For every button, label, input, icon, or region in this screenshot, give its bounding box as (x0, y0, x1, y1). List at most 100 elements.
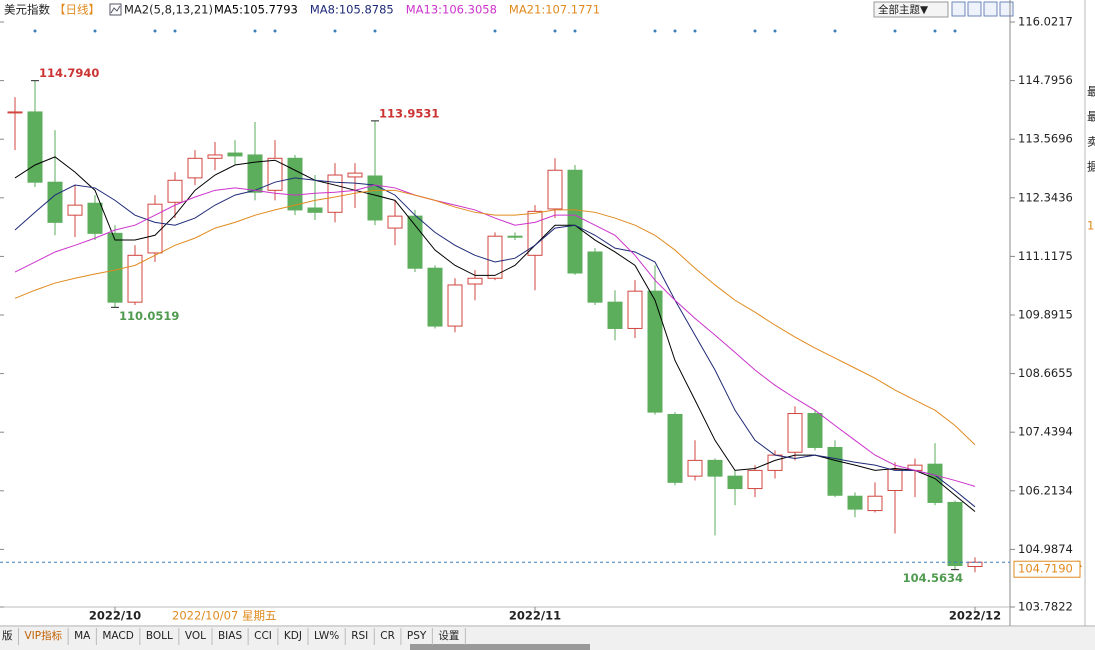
toolbar-button[interactable]: VIP指标 (25, 628, 69, 645)
toolbar-label: VIP指标 (25, 629, 63, 642)
event-dot (753, 29, 757, 33)
event-dot (373, 29, 377, 33)
y-tick-label: 112.3436 (1018, 190, 1073, 204)
candle-body (467, 277, 483, 285)
candle-body (567, 169, 583, 274)
candle-body (447, 284, 463, 327)
toolbar-label: BOLL (146, 630, 173, 642)
event-dot (693, 29, 697, 33)
candle-body (327, 174, 343, 213)
toolbar-button[interactable]: CCI (254, 628, 279, 645)
toolbar-button[interactable]: VOL (185, 628, 213, 645)
zoom-in[interactable] (951, 1, 966, 17)
y-tick-label: 108.6655 (1018, 366, 1073, 380)
candle-body (347, 172, 363, 178)
y-tick-label: 116.0217 (1018, 15, 1073, 29)
toolbar-button[interactable]: LW% (314, 628, 346, 645)
toolbar-bg (0, 627, 1095, 650)
event-dot (773, 29, 777, 33)
candle-body (367, 175, 383, 221)
candle-body (687, 459, 703, 477)
event-dot (933, 29, 937, 33)
toolbar-button[interactable]: BIAS (218, 628, 249, 645)
candle-body (27, 111, 43, 183)
side-panel-text: 1 (1087, 219, 1094, 233)
candle-body (807, 413, 823, 448)
event-dot (493, 29, 497, 33)
y-tick-label: 114.7956 (1018, 73, 1073, 87)
candle-body (787, 413, 803, 453)
toolbar-label: KDJ (284, 630, 302, 642)
annotation-label: 104.5634 (903, 571, 963, 585)
side-panel-text: 卖 (1087, 135, 1095, 149)
toolbar-button[interactable]: 版 (2, 628, 19, 645)
toolbar-label: 设置 (438, 630, 459, 642)
annotation-label: 110.0519 (119, 309, 179, 323)
last-price-label: 104.7190 (1018, 562, 1073, 576)
toolbar-button[interactable]: BOLL (146, 628, 180, 645)
toolbar-label: MACD (102, 630, 133, 642)
candle-body (847, 495, 863, 510)
toolbar-label: CR (380, 630, 395, 642)
x-tick-label: 2022/12 (949, 609, 1001, 623)
toolbar-button[interactable]: MACD (102, 628, 141, 645)
theme-button[interactable]: 全部主题▼ (873, 1, 949, 18)
candle-body (247, 154, 263, 193)
button-label: 全部主题▼ (878, 3, 929, 16)
y-tick-label: 107.4394 (1018, 425, 1073, 439)
candle-body (627, 290, 643, 329)
legend-entry: MA21:107.1771 (509, 3, 600, 17)
zoom-out[interactable] (967, 1, 982, 17)
toolbar-label: VOL (185, 630, 206, 642)
event-dot (553, 29, 557, 33)
candle-body (187, 157, 203, 179)
candle-body (267, 157, 283, 191)
candle-body (67, 204, 83, 216)
scroll-right[interactable] (999, 1, 1014, 17)
candle-body (967, 561, 983, 567)
candle-body (667, 413, 683, 483)
candle-body (407, 215, 423, 269)
toolbar-label: PSY (407, 630, 427, 642)
toolbar-button[interactable]: MA (74, 628, 97, 645)
y-tick-label: 103.7822 (1018, 600, 1073, 614)
x-tick-label: 2022/10 (89, 609, 141, 623)
indicator-icon-glyph (110, 5, 121, 14)
event-dot (153, 29, 157, 33)
scroll-left[interactable] (983, 1, 998, 17)
candle-body (887, 468, 903, 491)
candle-body (107, 232, 123, 303)
event-dot (253, 29, 257, 33)
candle-body (587, 251, 603, 303)
candle-body (427, 267, 443, 327)
candle-body (167, 179, 183, 203)
event-dot (333, 29, 337, 33)
y-tick-label: 104.9874 (1018, 542, 1073, 556)
candle-body (747, 469, 763, 490)
x-tick-label: 2022/11 (509, 609, 561, 623)
toolbar-label: RSI (351, 630, 368, 642)
side-panel-text: 据 (1087, 160, 1095, 174)
toolbar-button[interactable]: KDJ (284, 628, 309, 645)
indicator-icon[interactable] (109, 3, 122, 16)
indicator-name: MA2(5,8,13,21) (124, 3, 213, 17)
event-dot (833, 29, 837, 33)
candle-body (127, 254, 143, 303)
y-tick-label: 111.1175 (1018, 249, 1073, 263)
toolbar-button[interactable]: 设置 (438, 628, 466, 645)
event-dot (893, 29, 897, 33)
scrollbar[interactable] (410, 644, 590, 650)
toolbar-button[interactable]: RSI (351, 628, 375, 645)
toolbar-button[interactable]: CR (380, 628, 402, 645)
candle-body (507, 235, 523, 238)
candle-body (47, 181, 63, 223)
annotation-label: 114.7940 (39, 66, 99, 80)
candle-body (867, 495, 883, 512)
ma-line (14, 177, 976, 508)
candle-body (287, 157, 303, 211)
ma-line (14, 189, 976, 446)
toolbar-button[interactable]: PSY (407, 628, 433, 645)
